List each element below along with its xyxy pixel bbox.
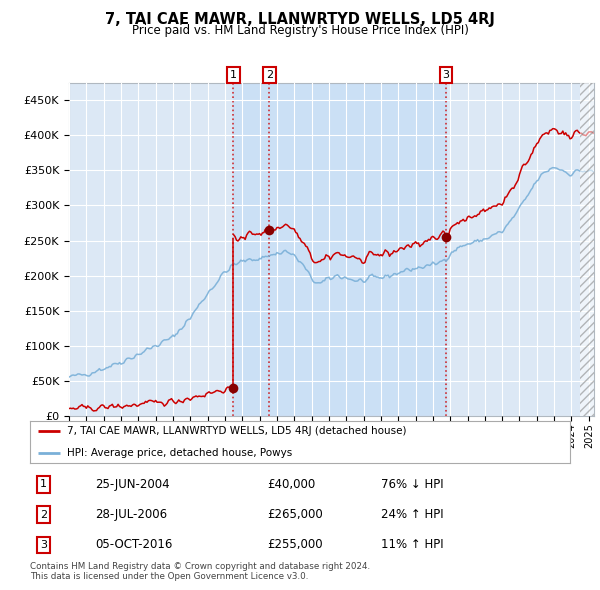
Text: £255,000: £255,000 bbox=[268, 538, 323, 551]
Text: This data is licensed under the Open Government Licence v3.0.: This data is licensed under the Open Gov… bbox=[30, 572, 308, 581]
Text: Price paid vs. HM Land Registry's House Price Index (HPI): Price paid vs. HM Land Registry's House … bbox=[131, 24, 469, 37]
Text: 11% ↑ HPI: 11% ↑ HPI bbox=[381, 538, 443, 551]
Text: 76% ↓ HPI: 76% ↓ HPI bbox=[381, 478, 443, 491]
Text: £40,000: £40,000 bbox=[268, 478, 316, 491]
Text: 3: 3 bbox=[40, 540, 47, 550]
Text: HPI: Average price, detached house, Powys: HPI: Average price, detached house, Powy… bbox=[67, 448, 292, 457]
Text: 2: 2 bbox=[266, 70, 273, 80]
Text: 28-JUL-2006: 28-JUL-2006 bbox=[95, 508, 167, 521]
Text: 25-JUN-2004: 25-JUN-2004 bbox=[95, 478, 169, 491]
Text: 7, TAI CAE MAWR, LLANWRTYD WELLS, LD5 4RJ: 7, TAI CAE MAWR, LLANWRTYD WELLS, LD5 4R… bbox=[105, 12, 495, 27]
Text: £265,000: £265,000 bbox=[268, 508, 323, 521]
Text: 7, TAI CAE MAWR, LLANWRTYD WELLS, LD5 4RJ (detached house): 7, TAI CAE MAWR, LLANWRTYD WELLS, LD5 4R… bbox=[67, 427, 406, 436]
Text: 24% ↑ HPI: 24% ↑ HPI bbox=[381, 508, 443, 521]
Text: 1: 1 bbox=[230, 70, 237, 80]
Bar bbox=[233, 83, 269, 416]
Bar bbox=[269, 83, 446, 416]
Bar bbox=[580, 83, 594, 416]
Text: 05-OCT-2016: 05-OCT-2016 bbox=[95, 538, 172, 551]
Text: 2: 2 bbox=[40, 510, 47, 520]
Text: Contains HM Land Registry data © Crown copyright and database right 2024.: Contains HM Land Registry data © Crown c… bbox=[30, 562, 370, 571]
Text: 3: 3 bbox=[443, 70, 449, 80]
Text: 1: 1 bbox=[40, 480, 47, 489]
